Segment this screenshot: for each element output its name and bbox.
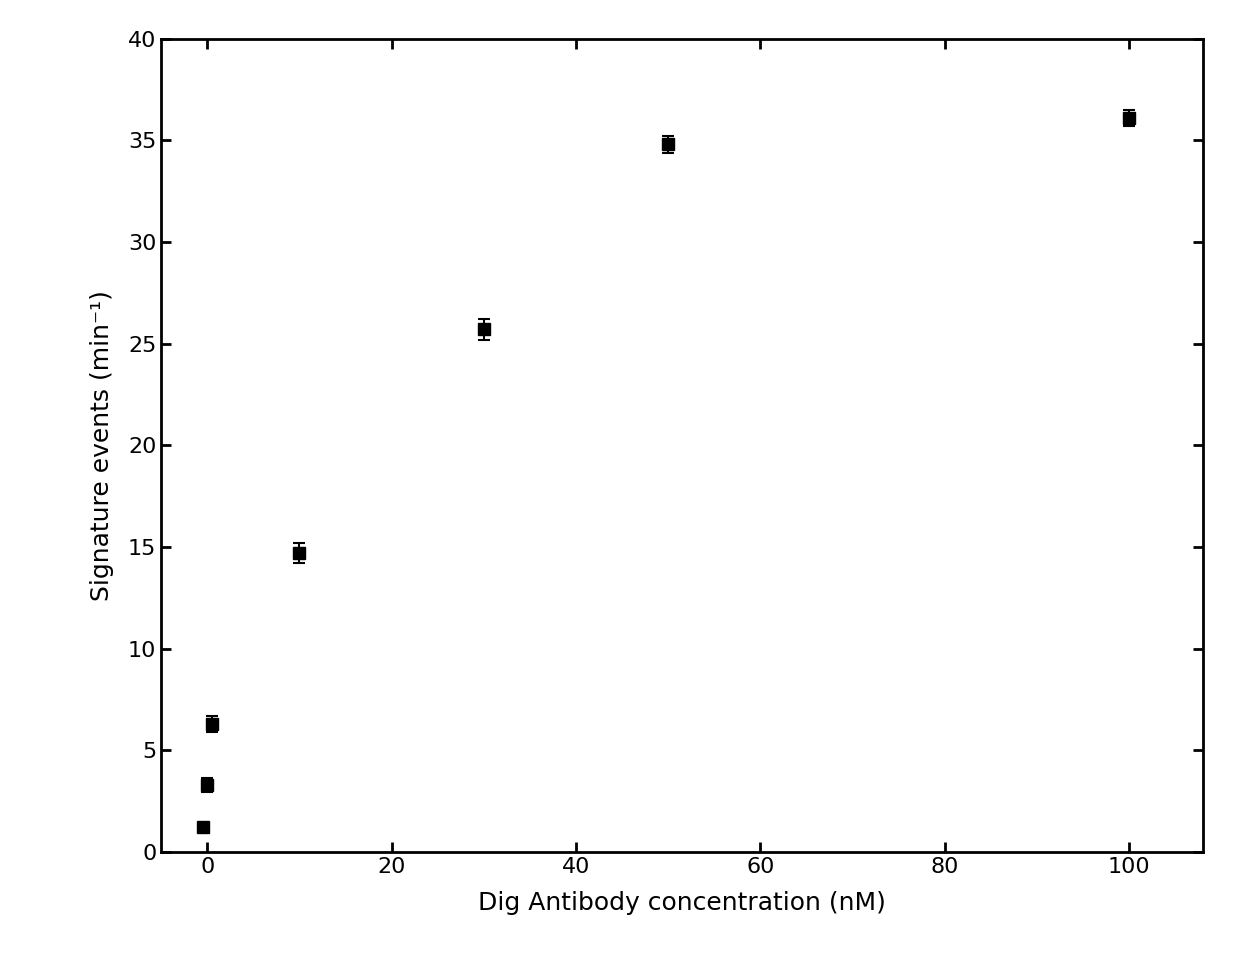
X-axis label: Dig Antibody concentration (nM): Dig Antibody concentration (nM) xyxy=(479,891,885,915)
Y-axis label: Signature events (min⁻¹): Signature events (min⁻¹) xyxy=(91,289,114,601)
